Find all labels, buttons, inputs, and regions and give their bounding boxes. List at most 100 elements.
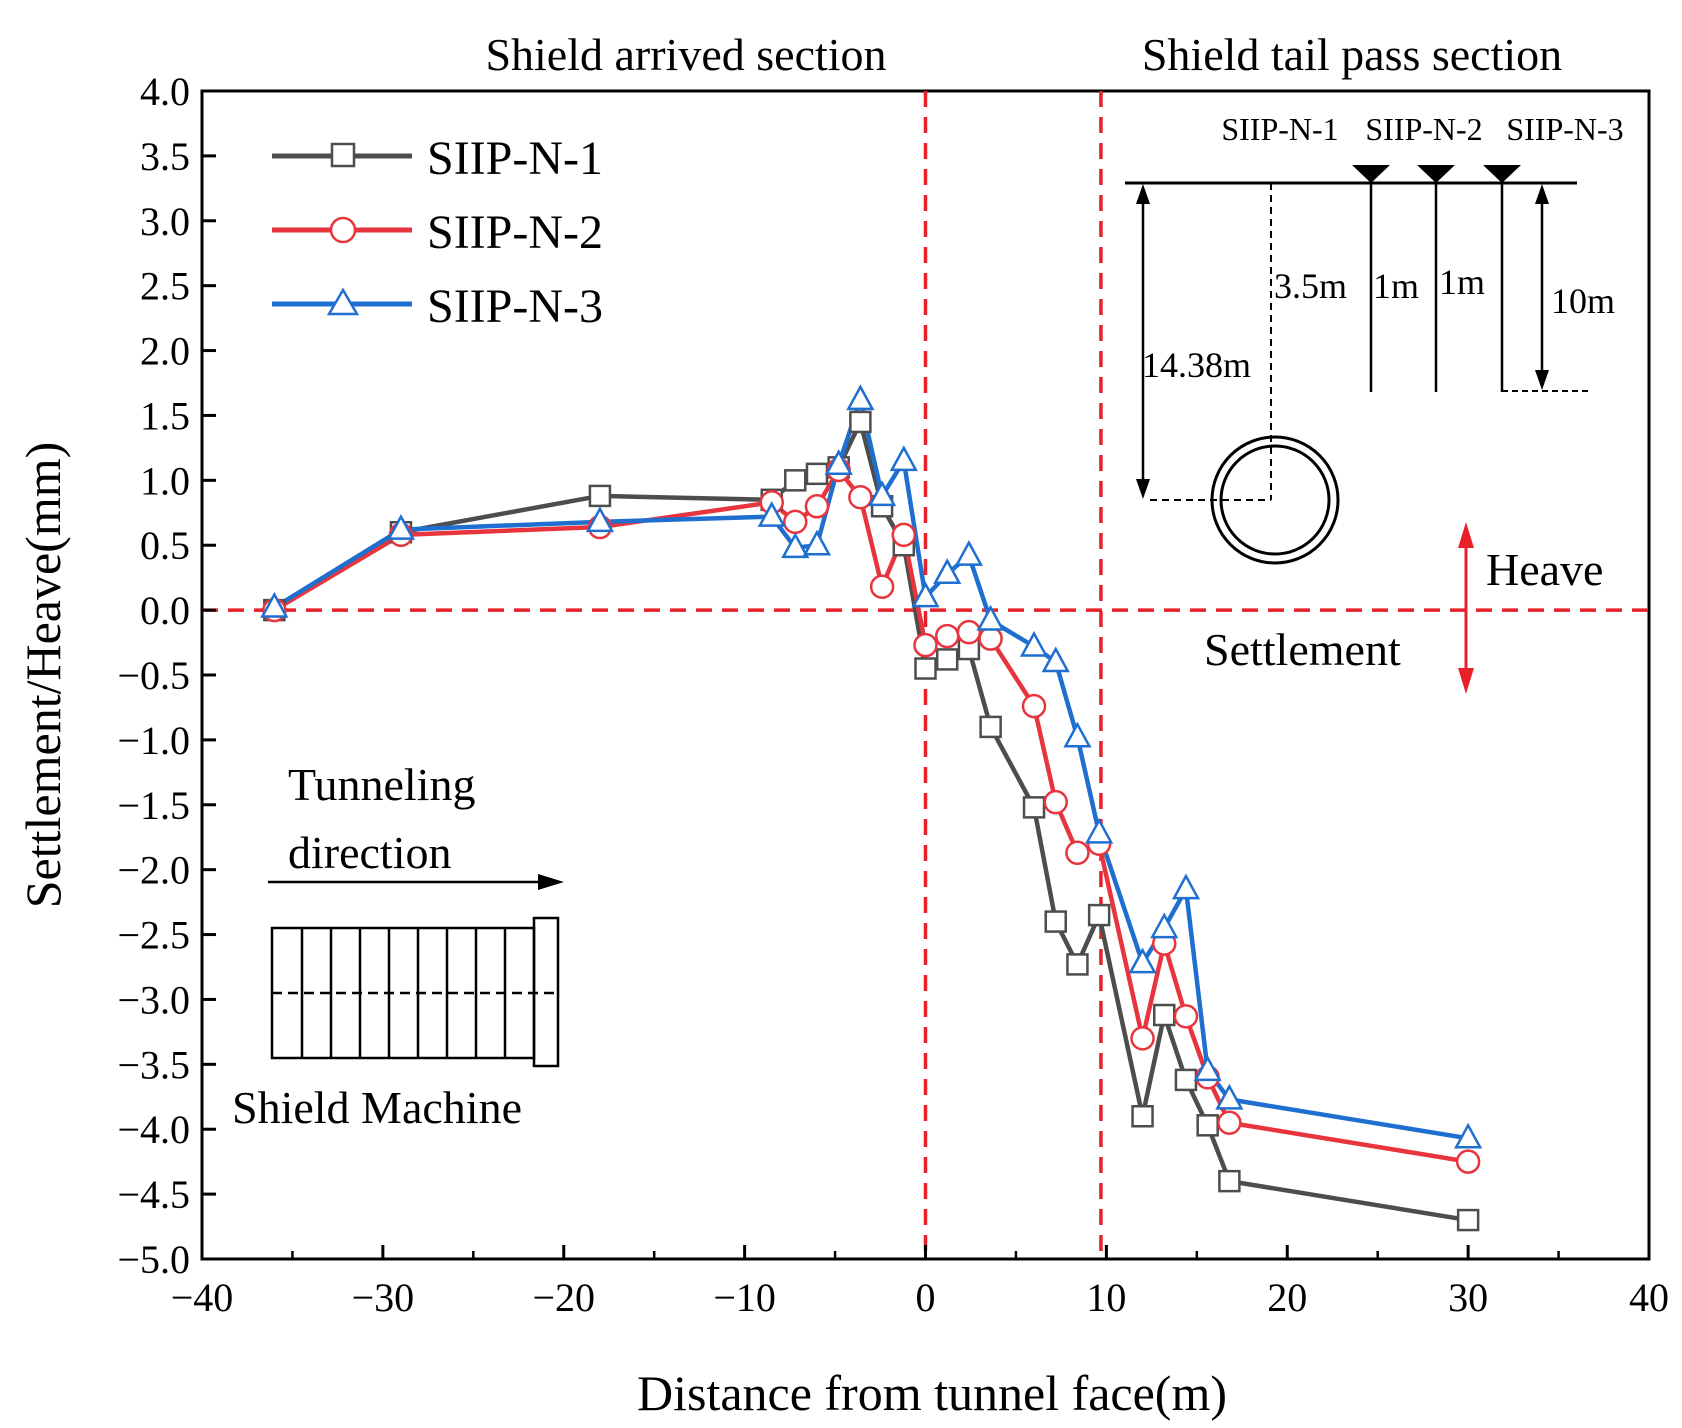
data-point-siip-n-3 [1193,1055,1222,1082]
data-point-siip-n-1 [1218,1169,1241,1193]
x-tick-label: 40 [1629,1275,1669,1320]
data-point-siip-n-1 [979,715,1002,739]
y-tick-label: −0.5 [117,653,190,698]
data-point-siip-n-3 [889,445,918,472]
data-point-siip-n-2 [1173,1004,1199,1029]
heave-label: Heave [1486,544,1603,595]
data-point-siip-n-2 [1130,1026,1155,1051]
data-point-siip-n-1 [1131,1104,1154,1128]
data-point-siip-n-3 [802,529,832,556]
data-point-siip-n-3 [954,539,984,566]
y-tick-label: 0.5 [140,523,190,568]
y-tick-label: 1.0 [140,458,190,503]
data-point-siip-n-2 [978,626,1003,651]
data-point-siip-n-3 [824,449,853,476]
y-tick-label: 1.5 [140,393,190,438]
y-tick-label: 3.5 [140,134,190,179]
data-point-siip-n-3 [867,480,897,507]
data-point-siip-n-3 [1041,646,1070,673]
shield-machine-drawing [270,916,560,1068]
data-point-siip-n-1 [1153,1003,1176,1027]
data-point-siip-n-1 [1196,1114,1219,1137]
data-point-siip-n-2 [1043,789,1068,815]
tunneling-label: Tunneling [288,759,475,810]
y-tick-label: −3.0 [117,977,190,1022]
data-point-siip-n-2 [783,509,808,535]
y-tick-label: −4.0 [117,1107,190,1152]
y-tick-label: −2.0 [117,848,190,893]
y-tick-label: −5.0 [117,1237,190,1282]
data-point-siip-n-3 [1454,1122,1483,1149]
data-point-siip-n-3 [781,532,810,559]
inset-label-3: SIIP-N-3 [1506,111,1623,147]
direction-arrow [268,874,564,890]
y-tick-label: 3.0 [140,199,190,244]
data-point-siip-n-3 [933,558,962,585]
data-point-siip-n-1 [805,462,829,486]
x-tick-label: −30 [352,1275,415,1320]
inset-depth-tunnel: 14.38m [1142,345,1251,385]
x-tick-label: −20 [532,1275,595,1320]
inset-depth-pipe: 10m [1551,281,1615,321]
data-point-siip-n-1 [914,657,937,680]
x-tick-label: −10 [713,1275,776,1320]
y-tick-label: 4.0 [140,69,190,114]
legend-label-3: SIIP-N-3 [427,280,603,333]
series-layer [260,384,1483,1232]
data-point-siip-n-3 [1215,1083,1244,1110]
data-point-siip-n-3 [757,501,786,527]
data-point-siip-n-2 [913,632,938,658]
y-tick-label: −1.5 [117,783,190,828]
data-point-siip-n-1 [784,469,807,492]
x-tick-label: 0 [916,1275,936,1320]
direction-label: direction [288,827,452,878]
settlement-label: Settlement [1204,624,1401,675]
data-point-siip-n-3 [846,384,875,411]
data-point-siip-n-3 [260,591,289,618]
data-point-siip-n-2 [1065,840,1090,866]
legend: SIIP-N-1 SIIP-N-2 SIIP-N-3 [272,132,603,333]
data-point-siip-n-2 [934,623,960,649]
legend-label-2: SIIP-N-2 [427,206,603,259]
data-point-siip-n-2 [891,522,917,548]
data-point-siip-n-3 [1085,817,1114,844]
x-axis-label: Distance from tunnel face(m) [637,1365,1227,1421]
y-axis-label: Settlement/Heave(mm) [15,442,71,909]
data-point-siip-n-2 [869,574,895,600]
inset-diagram [1125,165,1592,565]
y-tick-label: 2.0 [140,329,190,374]
data-point-siip-n-1 [1066,953,1089,976]
legend-item-siip-n-1: SIIP-N-1 [272,132,603,185]
x-tick-label: −40 [171,1275,234,1320]
data-point-siip-n-1 [1174,1068,1198,1092]
data-point-siip-n-3 [911,581,940,608]
data-point-siip-n-1 [1456,1208,1480,1232]
data-point-siip-n-1 [1022,796,1046,819]
y-tick-label: 2.5 [140,264,190,309]
y-tick-label: −1.0 [117,718,190,763]
data-point-siip-n-3 [1150,912,1179,939]
data-point-siip-n-3 [585,506,615,533]
inset-spacing-2: 1m [1373,266,1419,306]
inset-spacing-1: 3.5m [1274,266,1347,306]
legend-item-siip-n-3: SIIP-N-3 [272,280,603,333]
data-point-siip-n-1 [849,410,872,434]
heave-settlement-arrow [1458,522,1474,694]
data-point-siip-n-2 [1455,1149,1481,1174]
y-tick-label: −4.5 [117,1172,190,1217]
data-point-siip-n-2 [1217,1110,1242,1135]
data-point-siip-n-2 [848,484,873,510]
data-point-siip-n-3 [1063,721,1092,748]
legend-label-1: SIIP-N-1 [427,132,603,185]
axis-ticks: −40 −30 −20 −10 0 10 20 30 40 4.0 3.5 3.0 2.5 2.0 1.5 1… [117,69,1669,1320]
data-point-siip-n-3 [976,604,1005,631]
legend-item-siip-n-2: SIIP-N-2 [272,206,603,259]
data-point-siip-n-3 [1171,873,1201,900]
data-point-siip-n-2 [804,494,830,519]
data-point-siip-n-3 [1128,947,1157,974]
data-point-siip-n-1 [935,648,959,671]
y-tick-label: 0.0 [140,588,190,633]
shield-tail-label: Shield tail pass section [1142,29,1562,80]
data-point-siip-n-2 [956,619,982,645]
